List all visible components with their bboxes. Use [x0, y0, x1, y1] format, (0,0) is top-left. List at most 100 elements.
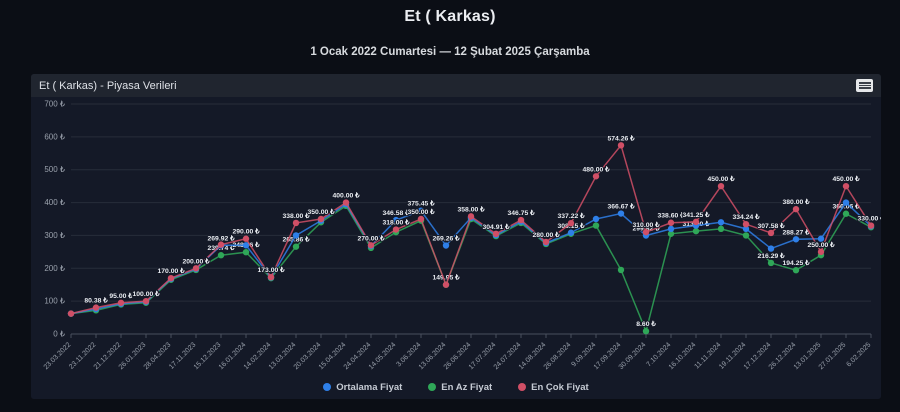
data-point-label: 350.00 ₺: [407, 208, 435, 216]
data-point-label: 480.00 ₺: [582, 165, 610, 173]
data-point-label: 8.60 ₺: [636, 320, 656, 328]
data-point-label: 265.86 ₺: [282, 236, 310, 244]
data-point[interactable]: [717, 182, 725, 190]
data-point[interactable]: [742, 225, 750, 233]
data-point[interactable]: [717, 219, 725, 226]
data-point[interactable]: [767, 245, 775, 252]
data-point-label: 80.38 ₺: [84, 297, 108, 305]
legend-item-en-cok-fiyat[interactable]: En Çok Fiyat: [518, 382, 589, 393]
data-point[interactable]: [767, 259, 775, 267]
data-point[interactable]: [717, 225, 725, 233]
data-point[interactable]: [292, 243, 300, 250]
data-point[interactable]: [592, 215, 600, 223]
data-point-label: 170.00 ₺: [157, 267, 185, 275]
data-point-label: 307.58 ₺: [757, 222, 785, 230]
data-point[interactable]: [142, 297, 150, 305]
data-point[interactable]: [467, 213, 475, 220]
data-point-label: 574.26 ₺: [607, 134, 635, 142]
legend-label-en-cok: En Çok Fiyat: [531, 381, 589, 393]
data-point-label: 290.00 ₺: [232, 228, 260, 236]
x-axis-label: 27.01.2025: [818, 341, 848, 371]
data-point-label: 288.27 ₺: [782, 228, 810, 236]
chart-canvas[interactable]: 0 ₺100 ₺200 ₺300 ₺400 ₺500 ₺600 ₺700 ₺23…: [31, 97, 881, 375]
data-point-label: 270.00 ₺: [357, 234, 385, 242]
data-point[interactable]: [267, 273, 275, 281]
data-point[interactable]: [217, 241, 225, 248]
chart-context-menu-button[interactable]: [856, 79, 873, 92]
data-point-label: 250.00 ₺: [807, 241, 835, 249]
data-point[interactable]: [667, 219, 675, 226]
data-point[interactable]: [292, 219, 300, 227]
data-point[interactable]: [117, 299, 125, 306]
data-point[interactable]: [667, 225, 675, 233]
x-axis-label: 30.09.2024: [618, 341, 648, 371]
data-point[interactable]: [842, 210, 850, 217]
data-point[interactable]: [67, 310, 75, 317]
data-point[interactable]: [242, 248, 250, 256]
legend-item-en-az-fiyat[interactable]: En Az Fiyat: [428, 382, 492, 393]
data-point-label: 304.91 ₺: [482, 223, 510, 231]
legend-dot-en-cok-icon: [518, 383, 527, 391]
data-point[interactable]: [742, 220, 750, 228]
data-point-label: 330.00 ₺: [857, 215, 881, 223]
data-point[interactable]: [492, 230, 500, 238]
data-point[interactable]: [792, 266, 800, 274]
data-point[interactable]: [317, 215, 325, 223]
data-point[interactable]: [292, 232, 300, 239]
data-point[interactable]: [817, 235, 825, 242]
data-point[interactable]: [842, 182, 850, 190]
data-point[interactable]: [567, 219, 575, 227]
data-point[interactable]: [342, 199, 350, 206]
data-point-label: 216.29 ₺: [757, 252, 785, 260]
data-point-label: 310.00 ₺: [632, 221, 660, 229]
data-point[interactable]: [542, 238, 550, 246]
legend-dot-en-az-icon: [428, 383, 437, 391]
data-point-label: 334.24 ₺: [732, 213, 760, 221]
data-point[interactable]: [842, 199, 850, 206]
data-point[interactable]: [517, 216, 525, 224]
data-point[interactable]: [817, 248, 825, 256]
data-point[interactable]: [692, 218, 700, 226]
data-point[interactable]: [792, 205, 800, 213]
data-point[interactable]: [592, 222, 600, 229]
data-point[interactable]: [242, 235, 250, 242]
data-point[interactable]: [167, 274, 175, 282]
data-point[interactable]: [92, 304, 100, 311]
data-point[interactable]: [667, 230, 675, 237]
data-point[interactable]: [442, 242, 450, 249]
data-point[interactable]: [792, 236, 800, 243]
data-point-label: 341.25 ₺: [682, 211, 710, 219]
y-axis-label: 500 ₺: [44, 165, 65, 174]
data-point[interactable]: [242, 242, 250, 249]
data-point[interactable]: [742, 232, 750, 239]
data-point[interactable]: [592, 173, 600, 180]
x-axis-label: 16.10.2024: [668, 341, 698, 371]
data-point[interactable]: [417, 215, 425, 223]
data-point[interactable]: [442, 281, 450, 288]
legend-item-ortalama-fiyat[interactable]: Ortalama Fiyat: [323, 382, 402, 393]
data-point[interactable]: [417, 207, 425, 214]
x-axis-label: 26.08.2024: [543, 341, 573, 371]
data-point-label: 318.00 ₺: [382, 219, 410, 227]
data-point[interactable]: [192, 265, 200, 272]
data-point-label: 350.00 ₺: [307, 208, 335, 216]
data-point[interactable]: [692, 227, 700, 235]
data-point[interactable]: [392, 226, 400, 233]
data-point[interactable]: [642, 228, 650, 236]
data-point-label: 173.00 ₺: [257, 266, 285, 274]
data-point[interactable]: [617, 266, 625, 274]
data-point[interactable]: [567, 229, 575, 236]
data-point[interactable]: [767, 229, 775, 237]
data-point-label: 380.00 ₺: [782, 198, 810, 206]
data-point-label: 450.00 ₺: [832, 175, 860, 183]
x-axis-label: 6.02.2025: [845, 341, 872, 368]
data-point[interactable]: [392, 216, 400, 224]
data-point[interactable]: [367, 242, 375, 249]
data-point[interactable]: [217, 252, 225, 259]
data-point[interactable]: [617, 210, 625, 217]
data-point-label: 366.06 ₺: [832, 203, 860, 211]
data-point[interactable]: [867, 222, 875, 229]
data-point[interactable]: [617, 142, 625, 149]
data-point[interactable]: [642, 327, 650, 335]
data-point-label: 337.22 ₺: [557, 212, 585, 220]
